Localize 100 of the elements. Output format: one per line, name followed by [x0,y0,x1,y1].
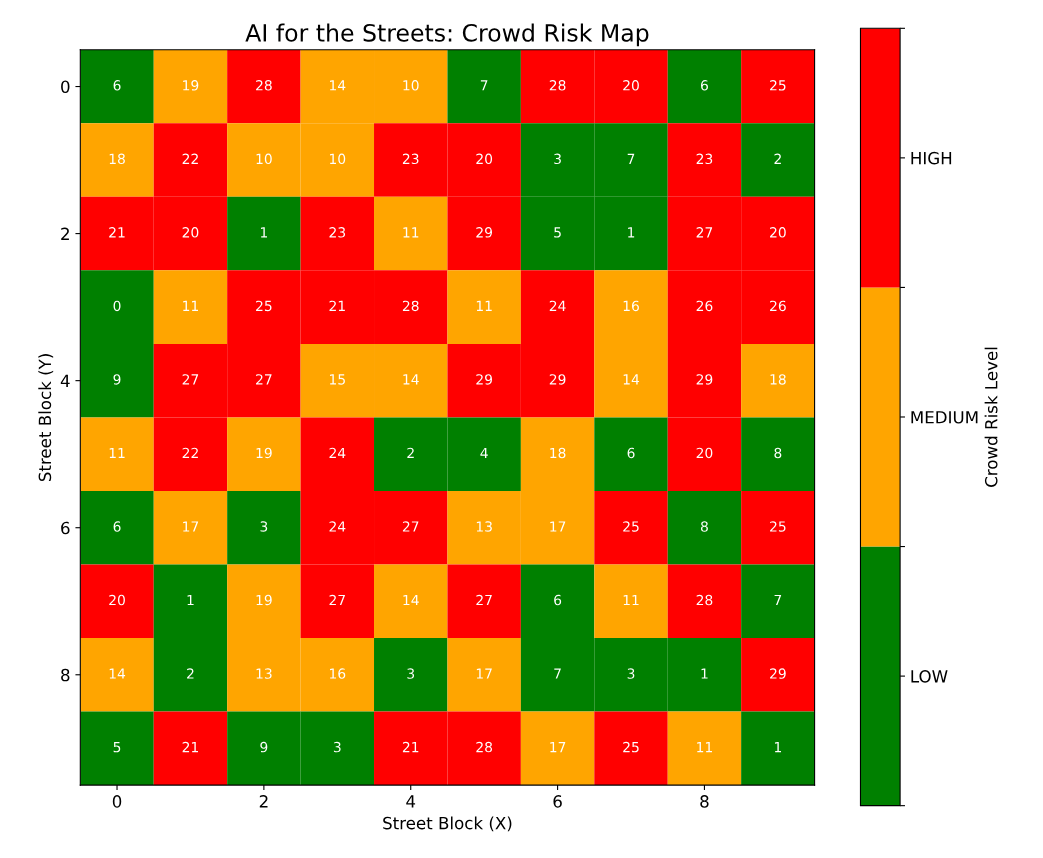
data-label: 11 [697,742,712,753]
data-label: 13 [476,521,492,532]
data-label: 3 [407,668,415,679]
data-label: 7 [627,153,635,164]
data-label: 24 [549,300,566,311]
data-label: 10 [329,153,346,165]
data-label: 4 [480,447,488,459]
data-label: 10 [403,80,419,91]
data-label: 24 [329,521,346,532]
data-label: 6 [113,521,121,532]
data-label: 19 [256,594,272,606]
data-label: 11 [109,447,125,459]
data-label: 29 [476,227,493,238]
data-label: 7 [554,668,561,679]
data-label: 28 [696,594,713,606]
chart-title: AI for the Streets: Crowd Risk Map [245,23,649,47]
data-label: 29 [696,374,713,385]
data-label: 2 [407,447,414,459]
data-label: 26 [696,300,713,312]
data-label: 14 [403,374,419,385]
data-label: 19 [256,447,272,459]
data-label: 19 [183,80,199,91]
data-label: 28 [476,741,493,753]
data-label: 5 [113,742,121,753]
data-label: 11 [183,300,199,311]
data-label: 25 [770,80,786,91]
y-tick-label: 2 [61,227,69,240]
x-axis-title: Street Block (X) [383,816,512,832]
data-label: 2 [774,153,781,164]
y-tick-label: 4 [60,374,70,387]
data-label: 23 [402,153,419,165]
data-label: 25 [770,521,786,532]
data-label: 18 [770,374,786,385]
data-label: 1 [187,594,194,606]
data-label: 9 [113,374,121,385]
y-tick-label: 8 [61,668,70,682]
data-label: 20 [476,153,493,165]
data-label: 21 [182,741,199,753]
data-label: 22 [182,447,198,459]
data-label: 29 [476,374,493,385]
data-label: 3 [333,741,341,753]
color-bar-label: MEDIUM [911,411,978,424]
data-label: 16 [623,300,639,312]
data-label: 2 [187,668,194,679]
data-label: 25 [256,300,272,312]
x-tick-label: 4 [406,795,416,808]
data-label: 27 [696,227,713,238]
data-label: 26 [770,300,786,312]
x-tick-label: 2 [259,795,268,808]
data-label: 14 [109,668,126,679]
data-label: 3 [554,153,561,165]
data-label: 23 [329,227,346,238]
data-label: 13 [256,668,272,679]
data-label: 1 [260,227,268,238]
color-bar-label: LOW [911,670,948,683]
data-label: 27 [256,374,272,385]
data-label: 8 [774,447,782,459]
data-label: 7 [480,80,488,91]
data-label: 29 [770,668,786,679]
data-label: 20 [770,227,786,238]
data-label: 1 [701,668,708,679]
y-tick-label: 0 [61,80,70,94]
data-label: 1 [774,742,782,753]
data-label: 6 [627,447,635,459]
data-label: 1 [628,227,635,238]
data-label: 22 [182,153,198,164]
data-label: 28 [256,80,272,91]
data-label: 8 [700,521,708,532]
data-label: 11 [476,300,492,311]
data-label: 18 [550,447,566,459]
data-label: 0 [113,300,121,312]
data-label: 28 [402,300,419,312]
data-label: 21 [402,741,419,753]
data-label: 29 [549,374,566,385]
y-tick-label: 6 [61,521,70,535]
data-label: 27 [476,594,492,606]
data-label: 3 [260,521,268,532]
data-label: 5 [554,227,561,238]
data-label: 20 [109,594,125,606]
data-label: 17 [550,521,566,532]
data-label: 6 [554,594,562,606]
color-bar-label: HIGH [911,151,952,165]
data-label: 10 [256,153,272,165]
data-label: 7 [774,594,782,606]
x-tick-label: 6 [553,795,562,808]
data-label: 16 [329,668,346,679]
data-label: 11 [623,594,639,606]
data-label: 27 [402,521,419,532]
color-bar-title: Crowd Risk Level [984,347,998,487]
data-label: 20 [696,447,713,459]
y-axis-title: Street Block (Y) [38,354,54,482]
data-label: 20 [182,227,199,238]
data-label: 25 [623,741,639,753]
data-label: 15 [329,374,345,385]
data-label: 20 [623,80,639,91]
x-tick-label: 0 [112,795,122,808]
data-label: 21 [329,300,345,311]
data-label: 6 [113,80,121,91]
data-label: 11 [403,227,419,238]
data-label: 27 [329,594,345,606]
